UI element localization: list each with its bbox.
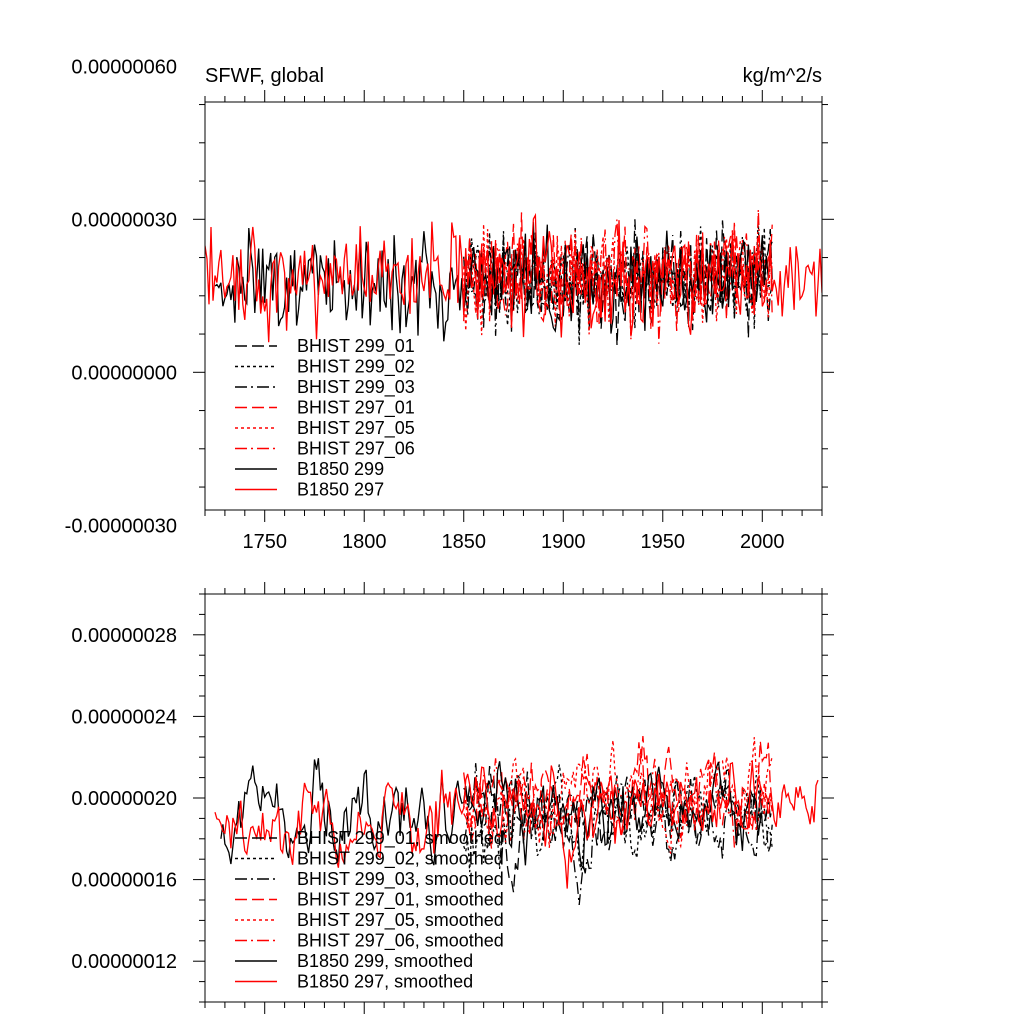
x-tick-label: 1950	[641, 531, 686, 553]
legend-label: BHIST 299_02, smoothed	[297, 849, 504, 870]
y-tick-label: 0.00000020	[71, 788, 177, 810]
chart-title: SFWF, global	[205, 65, 324, 87]
plot-frame	[204, 101, 823, 511]
y-tick-label: 0.00000012	[71, 951, 177, 973]
x-tick-label: 1900	[541, 531, 586, 553]
series-line-4	[463, 737, 773, 854]
x-tick-label: 1750	[242, 531, 287, 553]
y-tick-label: 0.00000060	[71, 56, 177, 78]
panel-bottom: 0.00000012 0.00000016 0.00000020 0.00000024…	[71, 582, 834, 1014]
y-tick-label: 0.00000028	[71, 625, 177, 647]
series-line-6	[214, 222, 773, 342]
y-tick-label: 0.00000030	[71, 209, 177, 231]
legend-label: BHIST 297_05	[297, 418, 415, 439]
panel-top: SFWF, global kg/m^2/s 1750 1800 1850 1900 19…	[65, 56, 834, 553]
legend-label: B1850 299, smoothed	[297, 951, 473, 971]
legend-label: BHIST 297_06	[297, 439, 415, 460]
legend-label: BHIST 297_01	[297, 398, 415, 419]
legend-label: BHIST 299_01	[297, 336, 415, 357]
legend-label: BHIST 299_01, smoothed	[297, 828, 504, 849]
legend-label: B1850 297	[297, 480, 384, 500]
legend-label: BHIST 297_01, smoothed	[297, 890, 504, 911]
series-line-7	[205, 212, 822, 343]
y-tick-label: 0.00000016	[71, 870, 177, 892]
y-tick-label: -0.00000030	[65, 515, 177, 537]
y-tick-label: 0.00000000	[71, 362, 177, 384]
x-tick-label: 1800	[342, 531, 387, 553]
legend-label: BHIST 297_06, smoothed	[297, 931, 504, 952]
legend-label: BHIST 299_03	[297, 377, 415, 398]
legend-label: B1850 299	[297, 459, 384, 479]
series-line-2	[463, 763, 773, 906]
series-line-4	[463, 223, 773, 340]
units-label: kg/m^2/s	[743, 65, 822, 87]
legend-label: BHIST 299_02	[297, 357, 415, 378]
legend-label: BHIST 299_03, smoothed	[297, 869, 504, 890]
y-tick-label: 0.00000024	[71, 706, 177, 728]
x-tick-label: 2000	[740, 531, 785, 553]
x-tick-label: 1850	[441, 531, 486, 553]
legend-label: B1850 297, smoothed	[297, 972, 473, 992]
legend-label: BHIST 297_05, smoothed	[297, 910, 504, 931]
series-line-7	[214, 761, 819, 889]
